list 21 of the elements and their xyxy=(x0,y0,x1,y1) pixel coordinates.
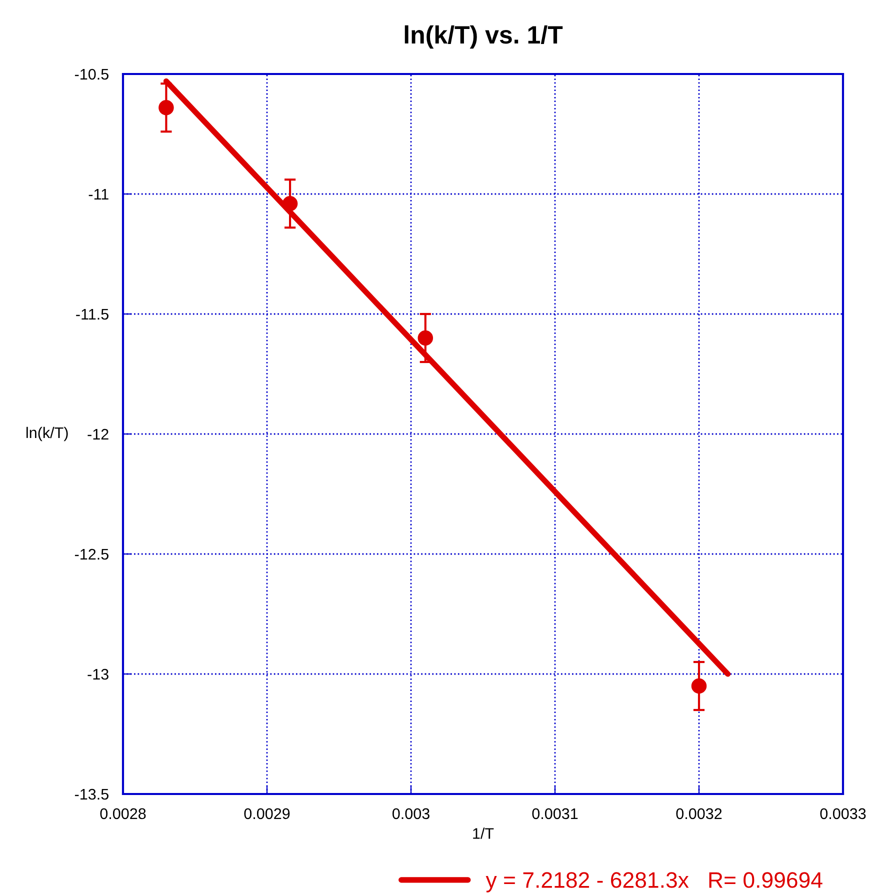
x-tick-label: 0.0033 xyxy=(820,808,866,820)
y-tick-label: -13 xyxy=(88,668,108,680)
x-axis-title: 1/T xyxy=(473,828,494,839)
x-tick-label: 0.003 xyxy=(392,808,430,820)
point xyxy=(158,100,174,116)
y-tick-label: -13.5 xyxy=(74,788,108,800)
point xyxy=(282,196,298,212)
x-tick-label: 0.0028 xyxy=(100,808,146,820)
y-tick-label: -12.5 xyxy=(74,548,108,560)
legend-label: y = 7.2182 - 6281.3x R= 0.99694 xyxy=(486,872,822,892)
y-tick-label: -10.5 xyxy=(74,68,108,80)
y-tick-label: -11.5 xyxy=(76,309,108,320)
chart-title: ln(k/T) vs. 1/T xyxy=(404,25,563,49)
y-tick-label: -11 xyxy=(88,189,108,200)
x-tick-label: 0.0029 xyxy=(244,808,290,820)
point xyxy=(418,330,434,346)
y-tick-label: -12 xyxy=(88,428,108,440)
point xyxy=(691,678,707,694)
y-axis-title: ln(k/T) xyxy=(26,426,68,442)
x-tick-label: 0.0031 xyxy=(532,808,578,820)
x-tick-label: 0.0032 xyxy=(676,808,722,820)
